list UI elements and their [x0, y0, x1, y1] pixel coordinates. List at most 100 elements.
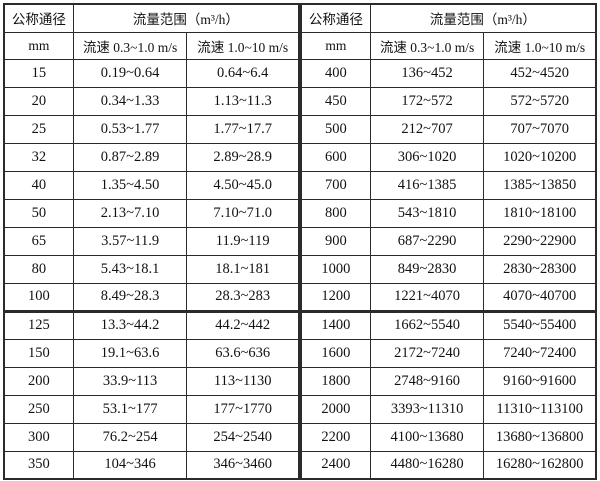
flow-low-cell: 33.9~113: [72, 366, 188, 396]
flow-high-cell: 572~5720: [483, 86, 597, 116]
table-row: 700 416~1385 1385~13850: [300, 170, 597, 200]
table-row: 350 104~346 346~3460: [3, 450, 300, 480]
velocity-high-header: 流速 1.0~10 m/s: [483, 31, 597, 60]
diameter-cell: 900: [300, 226, 371, 256]
flow-low-cell: 0.19~0.64: [72, 58, 188, 88]
flow-low-cell: 306~1020: [369, 142, 485, 172]
flow-high-cell: 63.6~636: [186, 338, 300, 368]
table-row: 500 212~707 707~7070: [300, 114, 597, 144]
flow-high-cell: 707~7070: [483, 114, 597, 144]
table-row: 20 0.34~1.33 1.13~11.3: [3, 86, 300, 116]
diameter-cell: 65: [3, 226, 74, 256]
diameter-cell: 1600: [300, 338, 371, 368]
flow-high-cell: 28.3~283: [186, 282, 300, 312]
diameter-header: 公称通径: [3, 3, 74, 33]
flow-high-cell: 1810~18100: [483, 198, 597, 228]
table-row: 80 5.43~18.1 18.1~181: [3, 254, 300, 284]
diameter-cell: 2200: [300, 422, 371, 452]
diameter-cell: 400: [300, 58, 371, 88]
flow-low-cell: 3.57~11.9: [72, 226, 188, 256]
table-row: 1800 2748~9160 9160~91600: [300, 366, 597, 396]
flow-low-cell: 849~2830: [369, 254, 485, 284]
diameter-cell: 32: [3, 142, 74, 172]
flow-low-cell: 543~1810: [369, 198, 485, 228]
flow-high-cell: 7240~72400: [483, 338, 597, 368]
flow-high-cell: 44.2~442: [186, 309, 300, 340]
flow-high-cell: 16280~162800: [483, 450, 597, 480]
flow-low-cell: 416~1385: [369, 170, 485, 200]
diameter-cell: 25: [3, 114, 74, 144]
header-row-top: 公称通径 流量范围（m³/h）: [3, 3, 300, 33]
flow-low-cell: 53.1~177: [72, 394, 188, 424]
flow-low-cell: 1.35~4.50: [72, 170, 188, 200]
flow-low-cell: 172~572: [369, 86, 485, 116]
flow-low-cell: 687~2290: [369, 226, 485, 256]
flow-high-cell: 177~1770: [186, 394, 300, 424]
table-row: 150 19.1~63.6 63.6~636: [3, 338, 300, 368]
velocity-high-header: 流速 1.0~10 m/s: [186, 31, 300, 60]
table-row: 1000 849~2830 2830~28300: [300, 254, 597, 284]
flow-low-cell: 2.13~7.10: [72, 198, 188, 228]
diameter-cell: 20: [3, 86, 74, 116]
flow-high-cell: 346~3460: [186, 450, 300, 480]
table-row: 900 687~2290 2290~22900: [300, 226, 597, 256]
flow-low-cell: 3393~11310: [369, 394, 485, 424]
table-row: 200 33.9~113 113~1130: [3, 366, 300, 396]
diameter-cell: 125: [3, 309, 74, 340]
flow-low-cell: 0.53~1.77: [72, 114, 188, 144]
flow-high-cell: 13680~136800: [483, 422, 597, 452]
flow-range-header: 流量范围（m³/h）: [72, 3, 300, 33]
flow-low-cell: 4480~16280: [369, 450, 485, 480]
table-row: 2200 4100~13680 13680~136800: [300, 422, 597, 452]
flow-high-cell: 1385~13850: [483, 170, 597, 200]
diameter-cell: 600: [300, 142, 371, 172]
diameter-cell: 1800: [300, 366, 371, 396]
flow-low-cell: 1662~5540: [369, 309, 485, 340]
diameter-cell: 15: [3, 58, 74, 88]
flow-range-header: 流量范围（m³/h）: [369, 3, 597, 33]
table-row: 400 136~452 452~4520: [300, 58, 597, 88]
diameter-cell: 250: [3, 394, 74, 424]
flow-low-cell: 136~452: [369, 58, 485, 88]
table-row: 2000 3393~11310 11310~113100: [300, 394, 597, 424]
table-row: 1200 1221~4070 4070~40700: [300, 282, 597, 312]
table-row: 300 76.2~254 254~2540: [3, 422, 300, 452]
flow-high-cell: 0.64~6.4: [186, 58, 300, 88]
table-row: 65 3.57~11.9 11.9~119: [3, 226, 300, 256]
diameter-cell: 100: [3, 282, 74, 312]
table-row: 50 2.13~7.10 7.10~71.0: [3, 198, 300, 228]
diameter-cell: 80: [3, 254, 74, 284]
diameter-cell: 300: [3, 422, 74, 452]
flow-low-cell: 0.34~1.33: [72, 86, 188, 116]
diameter-cell: 40: [3, 170, 74, 200]
table-row: 100 8.49~28.3 28.3~283: [3, 282, 300, 312]
table-row: 32 0.87~2.89 2.89~28.9: [3, 142, 300, 172]
diameter-cell: 500: [300, 114, 371, 144]
diameter-cell: 1400: [300, 309, 371, 340]
table-row: 800 543~1810 1810~18100: [300, 198, 597, 228]
flow-high-cell: 5540~55400: [483, 309, 597, 340]
flow-high-cell: 1020~10200: [483, 142, 597, 172]
table-row: 450 172~572 572~5720: [300, 86, 597, 116]
flow-high-cell: 113~1130: [186, 366, 300, 396]
flow-low-cell: 2748~9160: [369, 366, 485, 396]
flow-low-cell: 13.3~44.2: [72, 309, 188, 340]
table-row: 25 0.53~1.77 1.77~17.7: [3, 114, 300, 144]
header-row-sub: mm 流速 0.3~1.0 m/s 流速 1.0~10 m/s: [3, 31, 300, 60]
flow-low-cell: 4100~13680: [369, 422, 485, 452]
flow-high-cell: 11310~113100: [483, 394, 597, 424]
flow-high-cell: 11.9~119: [186, 226, 300, 256]
flow-low-cell: 76.2~254: [72, 422, 188, 452]
flow-low-cell: 19.1~63.6: [72, 338, 188, 368]
velocity-low-header: 流速 0.3~1.0 m/s: [72, 31, 188, 60]
table-row: 1400 1662~5540 5540~55400: [300, 309, 597, 340]
table-row: 125 13.3~44.2 44.2~442: [3, 309, 300, 340]
diameter-cell: 200: [3, 366, 74, 396]
flow-low-cell: 5.43~18.1: [72, 254, 188, 284]
flow-low-cell: 2172~7240: [369, 338, 485, 368]
table-row: 40 1.35~4.50 4.50~45.0: [3, 170, 300, 200]
flow-high-cell: 1.13~11.3: [186, 86, 300, 116]
table-row: 2400 4480~16280 16280~162800: [300, 450, 597, 480]
diameter-cell: 150: [3, 338, 74, 368]
flow-high-cell: 2290~22900: [483, 226, 597, 256]
